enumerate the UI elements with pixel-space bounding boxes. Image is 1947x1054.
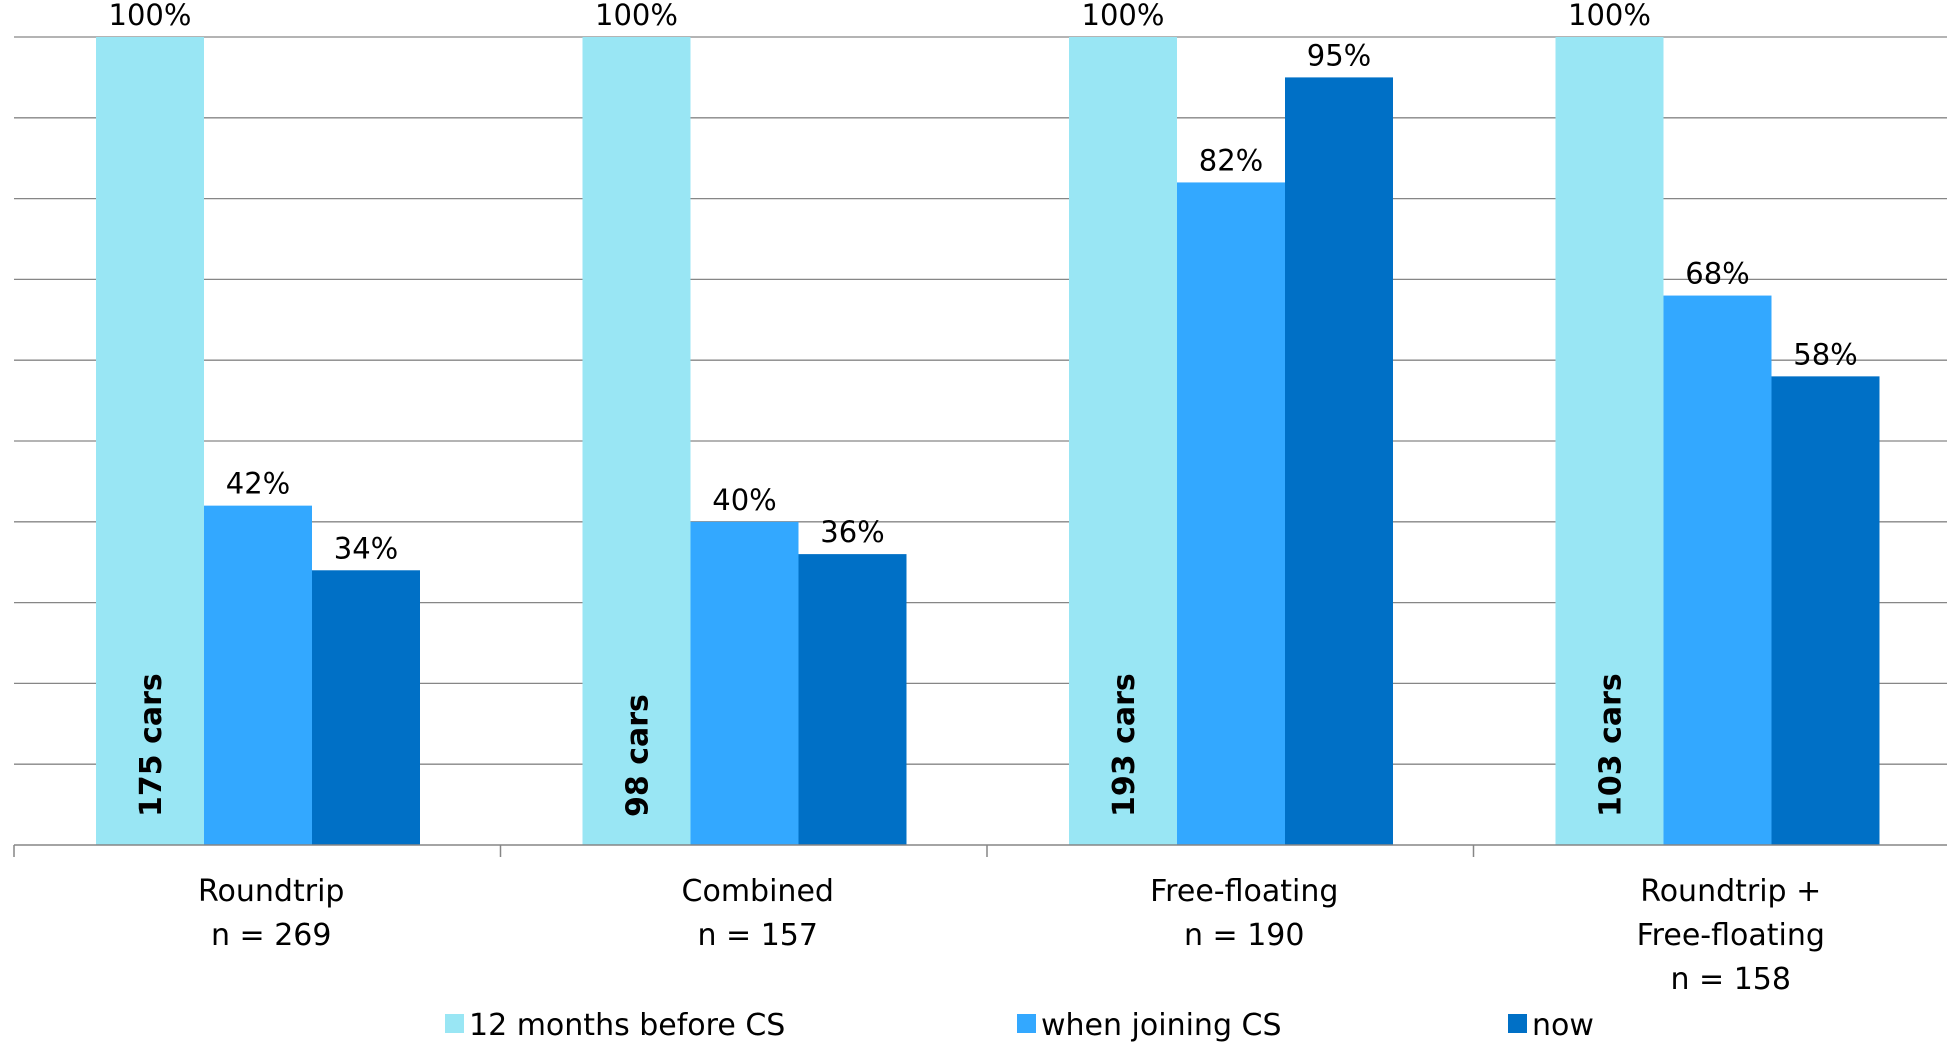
legend-label: when joining CS <box>1041 1008 1282 1043</box>
category-label: Combined <box>682 874 834 909</box>
bar-now-2 <box>1285 77 1393 845</box>
bar-when-joining-cs-0 <box>204 505 312 845</box>
legend-swatch <box>1508 1014 1527 1033</box>
category-label: Free-floating <box>1150 874 1338 909</box>
category-label: Roundtrip <box>198 874 344 909</box>
data-label: 100% <box>595 0 678 32</box>
legend: 12 months before CS when joining CS now <box>445 1008 1594 1043</box>
bar-12-months-before-cs-2 <box>1069 37 1177 845</box>
data-label: 40% <box>712 483 776 517</box>
bar-12-months-before-cs-3 <box>1555 37 1664 845</box>
data-label: 68% <box>1685 257 1749 291</box>
bar-when-joining-cs-2 <box>1177 182 1285 845</box>
x-axis <box>13 844 1947 857</box>
data-label: 34% <box>334 531 398 565</box>
data-label: 100% <box>1568 0 1651 32</box>
legend-label: now <box>1532 1008 1594 1043</box>
bar-now-3 <box>1771 376 1880 845</box>
category-label: n = 190 <box>1184 918 1304 953</box>
category-label: n = 157 <box>698 918 818 953</box>
bar-12-months-before-cs-0 <box>96 37 204 845</box>
data-label: 100% <box>109 0 192 32</box>
data-label: 95% <box>1307 38 1371 72</box>
bar-12-months-before-cs-1 <box>582 37 691 845</box>
data-label: 82% <box>1199 143 1263 177</box>
data-label: 42% <box>226 467 290 501</box>
bar-now-0 <box>312 570 420 845</box>
bar-annotation: 98 cars <box>621 694 656 817</box>
data-label: 100% <box>1082 0 1165 32</box>
category-label: Roundtrip + <box>1640 874 1821 909</box>
legend-swatch <box>445 1014 464 1033</box>
bar-when-joining-cs-1 <box>690 521 799 845</box>
category-label: n = 158 <box>1671 962 1791 997</box>
bar-annotation: 175 cars <box>134 673 169 817</box>
bar-annotation: 103 cars <box>1594 673 1629 817</box>
bar-annotation: 193 cars <box>1107 673 1142 817</box>
bar-when-joining-cs-3 <box>1663 295 1772 845</box>
legend-swatch <box>1017 1014 1036 1033</box>
bars <box>96 37 1880 845</box>
data-label: 36% <box>820 515 884 549</box>
category-label: Free-floating <box>1637 918 1825 953</box>
data-labels: 100% 42% 34% 175 cars 100% 40% 36% 98 cars 100% 8… <box>109 0 1858 817</box>
data-label: 58% <box>1793 337 1857 371</box>
category-label: n = 269 <box>211 918 331 953</box>
bar-now-1 <box>798 554 907 845</box>
legend-label: 12 months before CS <box>469 1008 785 1043</box>
category-labels: Roundtrip n = 269 Combined n = 157 Free-floa… <box>198 874 1825 997</box>
